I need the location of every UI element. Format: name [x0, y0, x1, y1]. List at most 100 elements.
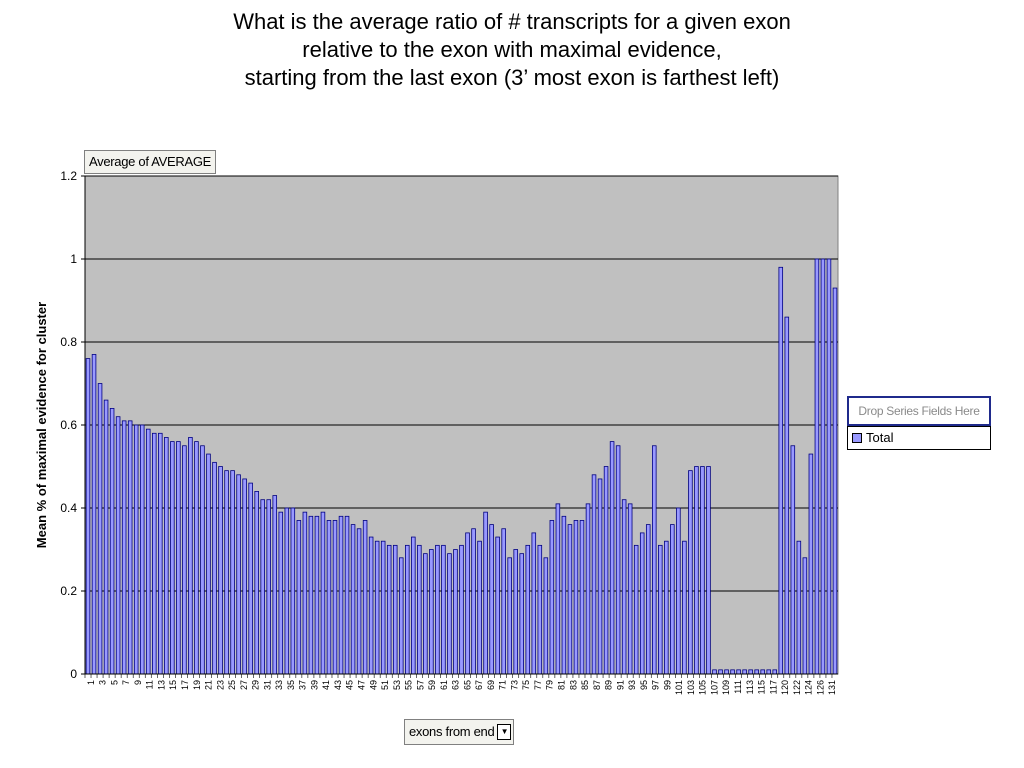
bar — [724, 669, 729, 675]
bar — [158, 432, 163, 675]
bar — [495, 536, 500, 675]
x-tick-label: 37 — [298, 680, 308, 690]
y-tick-label: 0.4 — [60, 501, 77, 515]
x-tick-label: 75 — [521, 680, 531, 690]
bar — [802, 557, 808, 675]
bar — [645, 524, 651, 675]
x-tick-label: 113 — [745, 680, 755, 694]
bar — [423, 553, 428, 675]
bar — [778, 266, 784, 675]
x-tick-label: 83 — [568, 680, 578, 690]
bar — [254, 490, 259, 675]
x-tick-label: 101 — [674, 680, 684, 695]
bar — [248, 482, 253, 675]
x-tick-label: 35 — [286, 680, 296, 690]
bar — [103, 399, 109, 675]
x-tick-label: 111 — [733, 680, 743, 694]
bar — [272, 495, 278, 675]
bar — [760, 669, 765, 675]
x-tick-label: 77 — [533, 680, 543, 690]
bar — [133, 424, 139, 675]
bar — [477, 540, 482, 675]
y-tick-label: 0.6 — [60, 418, 77, 432]
bar — [85, 358, 91, 675]
x-tick-label: 15 — [168, 680, 178, 690]
bar — [531, 532, 537, 675]
bar — [320, 511, 326, 675]
bar — [326, 520, 332, 675]
bar — [585, 503, 591, 675]
bar — [627, 503, 633, 675]
bar — [573, 520, 579, 675]
bar — [224, 470, 229, 675]
bar — [579, 520, 585, 675]
bar — [441, 544, 446, 675]
bar — [405, 544, 410, 675]
bar — [332, 520, 338, 675]
bar — [278, 511, 284, 675]
y-tick-label: 1.2 — [60, 169, 77, 183]
bar — [808, 453, 814, 675]
bar — [784, 316, 790, 675]
bar — [453, 549, 458, 675]
legend-label: Total — [866, 430, 894, 445]
x-tick-label: 79 — [545, 680, 555, 690]
bar — [639, 532, 645, 675]
bar — [766, 669, 771, 675]
bar — [754, 669, 759, 675]
x-tick-label: 3 — [98, 680, 108, 685]
category-field-button[interactable]: exons from end ▼ — [404, 719, 515, 745]
bar — [170, 441, 175, 675]
x-tick-label: 131 — [827, 680, 837, 695]
x-tick-label: 7 — [121, 680, 131, 685]
x-tick-label: 85 — [580, 680, 590, 690]
bar — [362, 520, 368, 675]
series-drop-zone[interactable]: Drop Series Fields Here — [847, 396, 991, 426]
bar — [658, 544, 663, 675]
x-tick-label: 41 — [321, 680, 331, 690]
bar — [603, 466, 609, 675]
x-tick-label: 109 — [721, 680, 731, 695]
x-tick-label: 115 — [757, 680, 767, 694]
bar — [459, 544, 464, 675]
bars — [85, 258, 838, 675]
bar — [621, 499, 627, 675]
bar — [182, 445, 187, 675]
bar — [374, 540, 380, 675]
bar — [242, 478, 247, 675]
x-tick-label: 103 — [686, 680, 696, 695]
x-tick-label: 55 — [404, 680, 414, 690]
x-tick-label: 11 — [145, 680, 155, 689]
bar — [386, 544, 392, 675]
triangle-down-icon[interactable]: ▼ — [497, 723, 512, 740]
bar — [664, 540, 669, 675]
y-tick-label: 1 — [70, 252, 77, 266]
x-tick-label: 65 — [462, 680, 472, 690]
bar — [218, 466, 223, 675]
axes: 00.20.40.60.811.21 3 5 7 9 11 13 15 17 19 21 23 25 27… — [60, 169, 838, 695]
data-field-button[interactable]: Average of AVERAGE — [84, 150, 217, 174]
bar — [380, 540, 386, 675]
x-tick-label: 51 — [380, 680, 390, 690]
x-tick-label: 93 — [627, 680, 637, 690]
x-tick-label: 27 — [239, 680, 249, 690]
bar — [230, 470, 235, 675]
bar — [176, 441, 181, 675]
bar — [465, 532, 470, 675]
x-tick-label: 120 — [780, 680, 790, 695]
bar — [296, 520, 302, 675]
bar — [507, 557, 512, 675]
bar — [555, 503, 561, 675]
title-line: starting from the last exon (3’ most exo… — [244, 65, 780, 90]
x-tick-label: 57 — [415, 680, 425, 690]
bar — [121, 420, 127, 675]
bar — [115, 416, 121, 675]
bar — [525, 544, 531, 675]
bar — [411, 536, 416, 675]
bar — [200, 445, 205, 675]
bar — [152, 432, 157, 675]
x-tick-label: 1 — [86, 680, 96, 685]
bar — [748, 669, 753, 675]
bar — [712, 669, 717, 675]
bar — [730, 669, 735, 675]
